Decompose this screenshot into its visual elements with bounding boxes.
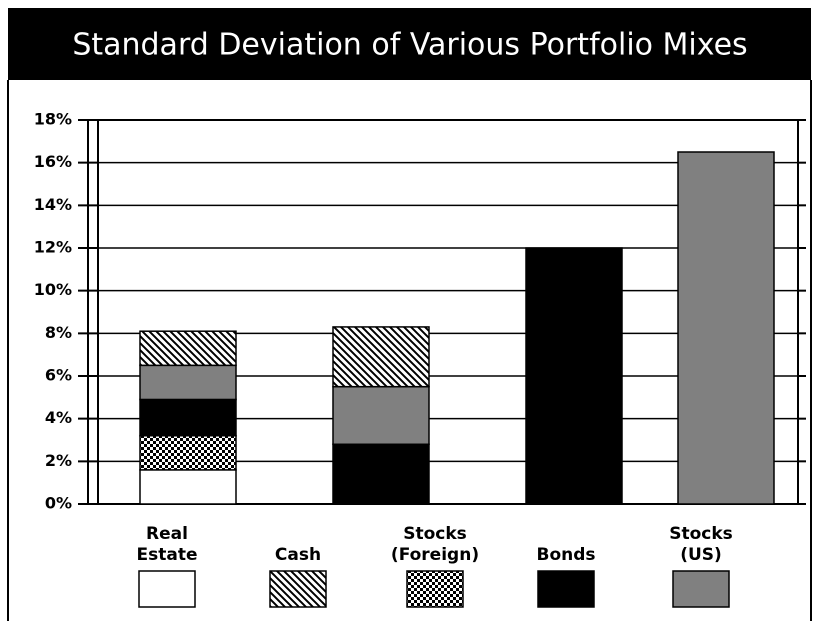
legend-label: Cash	[274, 545, 322, 565]
y-tick-label: 14%	[34, 195, 72, 214]
bar-segment	[139, 398, 237, 437]
y-tick-label: 10%	[34, 280, 72, 299]
bar-segment	[139, 364, 237, 401]
legend-label: Real Estate	[136, 524, 198, 565]
bar-segment	[139, 434, 237, 471]
bar-segment	[332, 385, 430, 446]
y-tick-label: 0%	[45, 494, 72, 513]
legend-swatch	[672, 570, 730, 608]
chart-title: Standard Deviation of Various Portfolio …	[72, 28, 747, 63]
legend-label: Bonds	[536, 545, 596, 565]
bar-segment	[332, 326, 430, 388]
legend-swatch	[406, 570, 464, 608]
legend-label: Stocks (US)	[669, 524, 733, 565]
bar-segment	[332, 443, 430, 505]
y-tick-label: 2%	[45, 451, 72, 470]
y-tick-label: 6%	[45, 366, 72, 385]
bar-segment	[139, 330, 237, 367]
legend-label: Stocks (Foreign)	[390, 524, 480, 565]
y-tick-label: 16%	[34, 152, 72, 171]
bar-segment	[525, 247, 623, 505]
legend-swatch	[138, 570, 196, 608]
y-tick-label: 4%	[45, 408, 72, 427]
title-band	[8, 8, 811, 80]
y-tick-label: 8%	[45, 323, 72, 342]
legend-swatch	[537, 570, 595, 608]
bar-segment	[139, 469, 237, 505]
y-tick-label: 18%	[34, 110, 72, 129]
bar-segment	[677, 151, 775, 505]
legend-swatch	[269, 570, 327, 608]
y-tick-label: 12%	[34, 238, 72, 257]
